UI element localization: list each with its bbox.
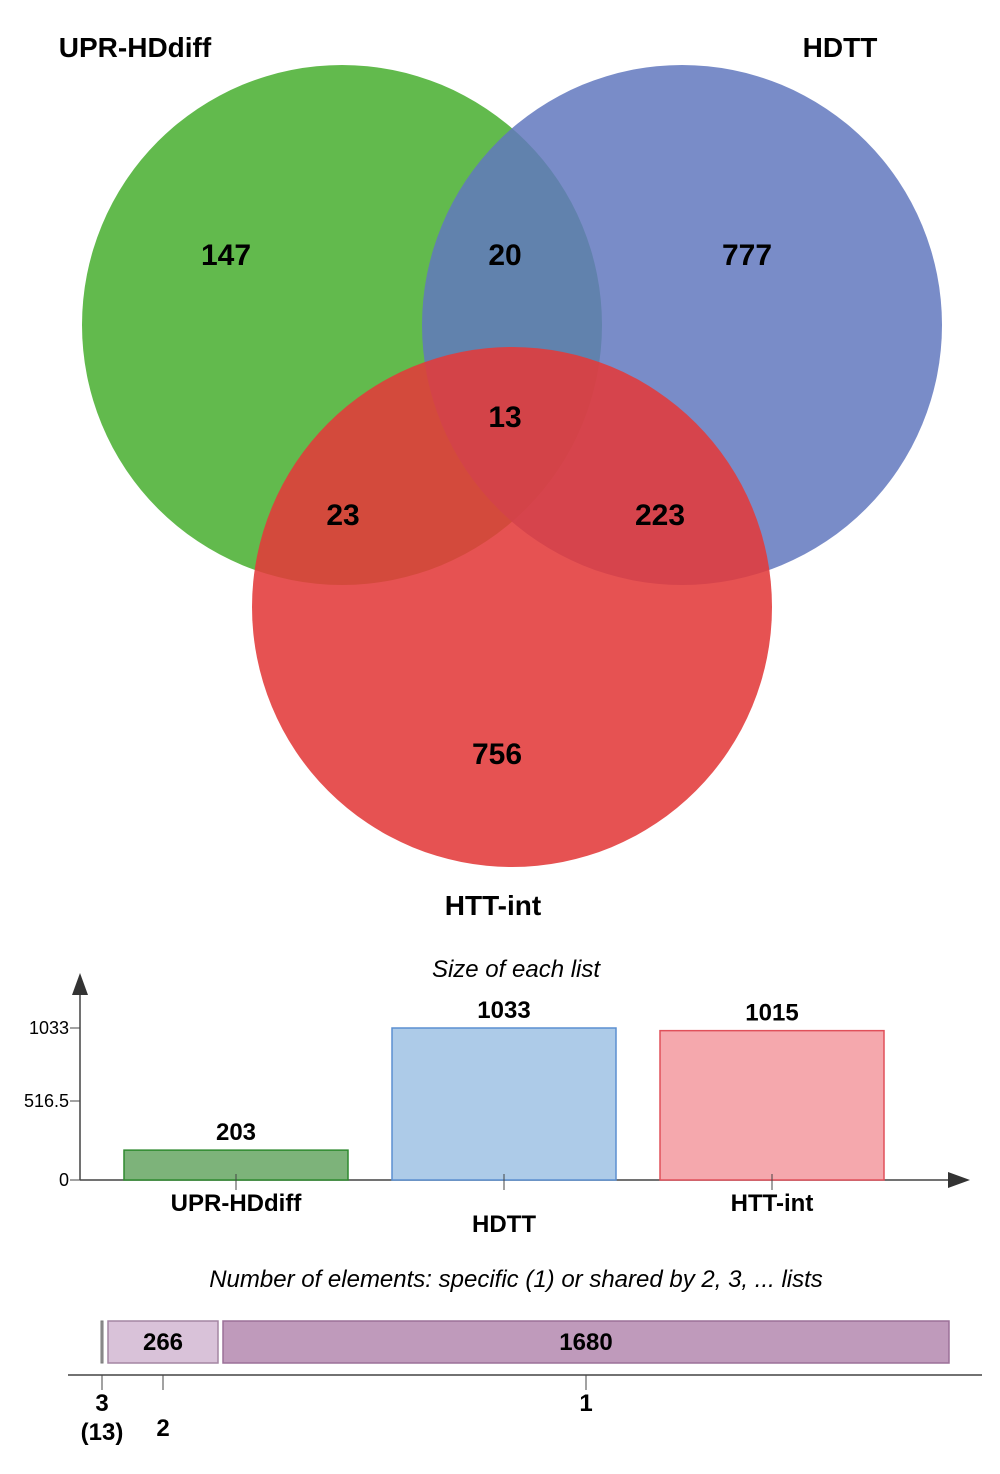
x-axis-arrow (948, 1172, 970, 1188)
shared-tick-label-1: 1 (579, 1390, 592, 1417)
segment-value-2: 266 (143, 1329, 183, 1356)
region-count-upr-only: 147 (201, 239, 251, 272)
segment-specific-1 (222, 1320, 950, 1364)
category-label-hdtt: HDTT (472, 1211, 536, 1238)
set-label-htt-int: HTT-int (445, 890, 541, 921)
region-count-htt-only: 756 (472, 738, 522, 771)
y-tick-label-2: 1033 (29, 1018, 69, 1038)
venn-diagram: UPR-HDdiff HDTT HTT-int 147 20 777 13 23… (59, 32, 942, 921)
region-count-hdtt-only: 777 (722, 239, 772, 272)
set-label-upr-hddiff: UPR-HDdiff (59, 32, 212, 63)
shared-tick-label-3: 3 (95, 1390, 108, 1417)
region-count-upr-htt: 23 (326, 499, 359, 532)
set-label-hdtt: HDTT (803, 32, 878, 63)
category-label-htt-int: HTT-int (731, 1190, 814, 1217)
shared-chart-title: Number of elements: specific (1) or shar… (209, 1266, 823, 1293)
region-count-all-three: 13 (488, 401, 521, 434)
segment-shared-by-2 (107, 1320, 219, 1364)
segment-value-1: 1680 (559, 1329, 612, 1356)
segment-shared-by-3 (100, 1320, 104, 1364)
bar-value-upr-hddiff: 203 (216, 1119, 256, 1146)
shared-tick-label-2: 2 (156, 1415, 169, 1442)
list-size-chart: Size of each list 0 516.5 1033 203 1033 … (24, 956, 970, 1238)
bar-htt-int (659, 1029, 885, 1181)
region-count-upr-hdtt: 20 (488, 239, 521, 272)
shared-elements-chart: Number of elements: specific (1) or shar… (68, 1266, 982, 1446)
y-tick-label-1: 516.5 (24, 1091, 69, 1111)
y-axis-arrow (72, 973, 88, 995)
y-tick-label-0: 0 (59, 1170, 69, 1190)
category-label-upr-hddiff: UPR-HDdiff (171, 1190, 303, 1217)
bar-value-htt-int: 1015 (745, 1000, 798, 1027)
region-count-hdtt-htt: 223 (635, 499, 685, 532)
bar-hdtt (391, 1027, 617, 1181)
list-size-chart-title: Size of each list (432, 956, 601, 983)
shared-tick-sublabel-3: (13) (81, 1419, 124, 1446)
bar-value-hdtt: 1033 (477, 997, 530, 1024)
venn-circle-htt-int (252, 347, 772, 867)
